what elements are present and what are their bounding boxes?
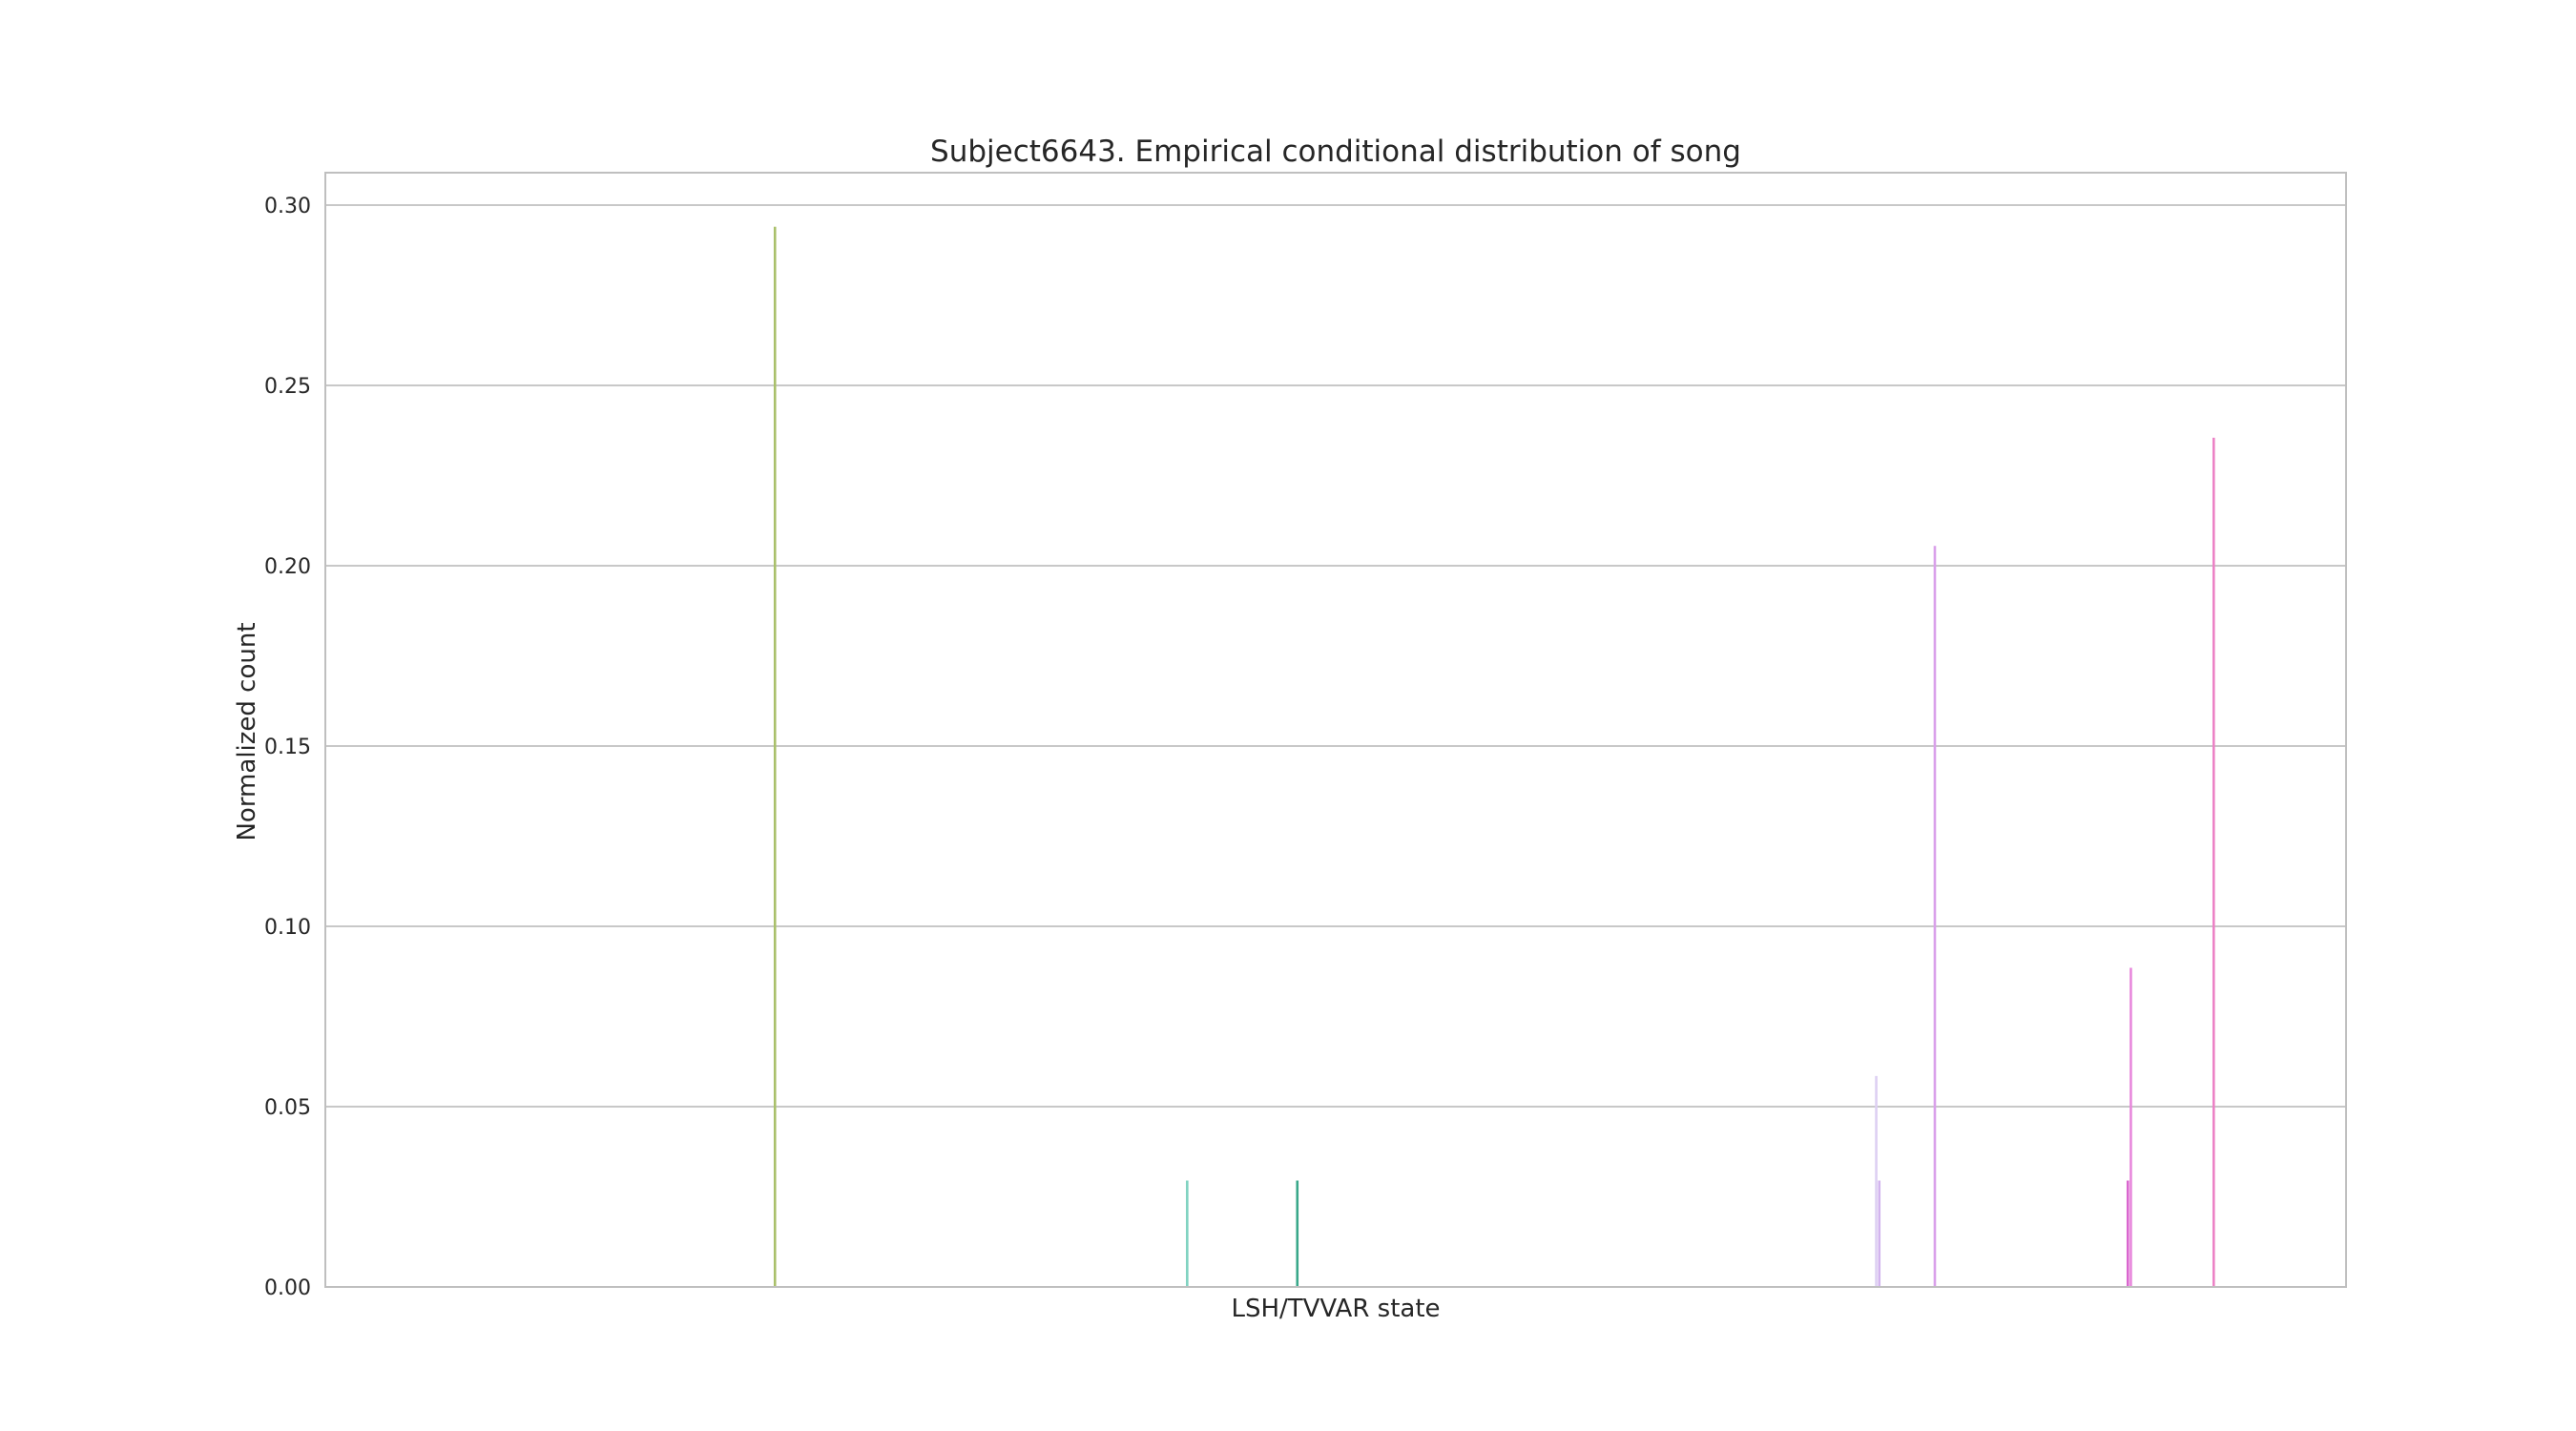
bar-6 <box>2126 1180 2129 1287</box>
y-tick-label: 0.10 <box>264 916 311 940</box>
x-axis-label: LSH/TVVAR state <box>1231 1295 1440 1323</box>
plot-frame <box>324 172 2347 1288</box>
y-axis-label: Normalized count <box>233 622 261 840</box>
y-axis-ticks: 0.00 0.05 0.10 0.15 0.20 0.25 0.30 <box>264 195 311 1300</box>
bar-1 <box>1186 1180 1189 1287</box>
y-tick-label: 0.20 <box>264 555 311 579</box>
bar-8 <box>2212 437 2215 1287</box>
bar-7 <box>2129 967 2132 1287</box>
y-tick-label: 0.30 <box>264 195 311 218</box>
grid-lines <box>325 204 2346 1288</box>
bar-5 <box>1933 546 1937 1287</box>
y-tick-label: 0.15 <box>264 736 311 759</box>
chart-title: Subject6643. Empirical conditional distr… <box>930 135 1741 169</box>
plot-background <box>325 173 2346 1287</box>
bar-2 <box>1296 1180 1299 1287</box>
bar-3 <box>1875 1075 1878 1287</box>
y-tick-label: 0.00 <box>264 1276 311 1300</box>
y-tick-label: 0.05 <box>264 1096 311 1120</box>
y-tick-label: 0.25 <box>264 375 311 399</box>
bar-series <box>773 226 2215 1288</box>
bar-0 <box>773 226 777 1288</box>
bar-4 <box>1878 1180 1881 1287</box>
